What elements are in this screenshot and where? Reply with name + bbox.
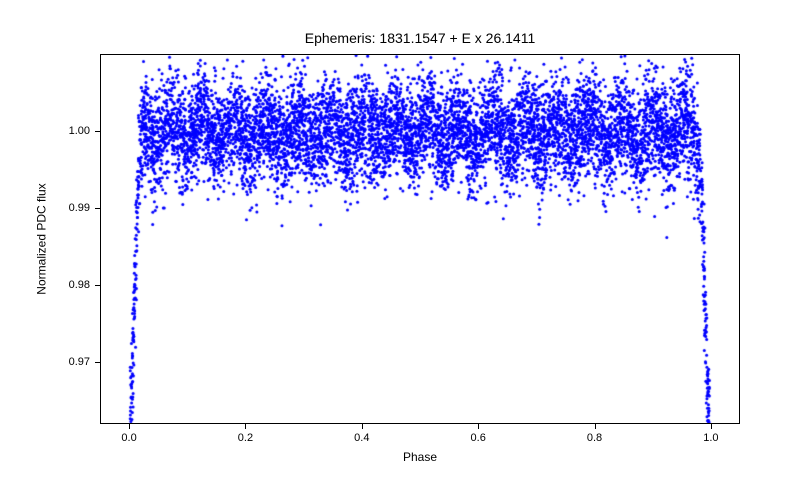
x-tick-label: 0.2	[238, 432, 253, 444]
y-tick-mark	[95, 362, 100, 363]
x-tick-mark	[595, 424, 596, 429]
x-tick-label: 0.4	[354, 432, 369, 444]
x-tick-label: 0.0	[121, 432, 136, 444]
scatter-points	[101, 55, 739, 423]
y-axis-label: Normalized PDC flux	[34, 54, 50, 424]
y-tick-label: 0.98	[50, 279, 90, 291]
y-tick-label: 0.97	[50, 356, 90, 368]
x-tick-label: 1.0	[703, 432, 718, 444]
figure: Ephemeris: 1831.1547 + E x 26.1411 Norma…	[0, 0, 800, 500]
y-tick-mark	[95, 208, 100, 209]
x-axis-label: Phase	[100, 450, 740, 464]
x-tick-label: 0.6	[471, 432, 486, 444]
x-tick-mark	[711, 424, 712, 429]
plot-area	[100, 54, 740, 424]
y-tick-mark	[95, 285, 100, 286]
y-tick-label: 1.00	[50, 125, 90, 137]
chart-title: Ephemeris: 1831.1547 + E x 26.1411	[100, 30, 740, 46]
y-tick-label: 0.99	[50, 202, 90, 214]
x-tick-mark	[245, 424, 246, 429]
x-tick-mark	[129, 424, 130, 429]
x-tick-mark	[362, 424, 363, 429]
y-tick-mark	[95, 131, 100, 132]
x-tick-label: 0.8	[587, 432, 602, 444]
x-tick-mark	[478, 424, 479, 429]
